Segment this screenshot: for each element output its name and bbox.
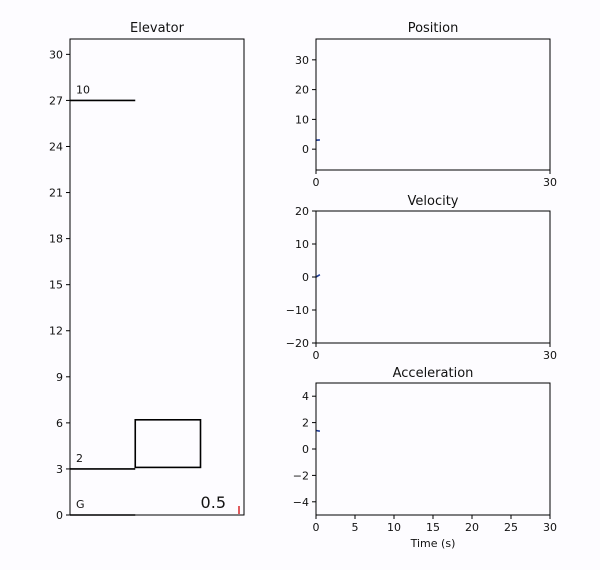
x-tick-label: 0 xyxy=(313,349,320,362)
elevator-title: Elevator xyxy=(130,21,185,36)
velocity-panel: Velocity 20 10 0 −10 −20 0 30 xyxy=(286,194,557,362)
x-tick-label: 0 xyxy=(313,521,320,534)
elevator-car xyxy=(134,418,202,469)
position-frame xyxy=(315,38,551,171)
elevator-y-ticks: 0 3 6 9 12 15 18 21 24 27 30 xyxy=(49,48,70,522)
y-tick-label: 27 xyxy=(49,94,63,107)
x-tick-label: 5 xyxy=(352,521,359,534)
x-tick-label: 10 xyxy=(387,521,401,534)
y-tick-label: 9 xyxy=(56,371,63,384)
velocity-x-ticks: 0 30 xyxy=(313,343,557,362)
velocity-title: Velocity xyxy=(408,194,459,209)
velocity-series-line xyxy=(315,274,321,278)
time-readout: 0.5 xyxy=(201,493,226,512)
y-tick-label: 30 xyxy=(295,54,309,67)
y-tick-label: 24 xyxy=(49,140,63,153)
y-tick-label: 30 xyxy=(49,48,63,61)
y-tick-label: 12 xyxy=(49,325,63,338)
y-tick-label: 10 xyxy=(295,113,309,126)
y-tick-label: 0 xyxy=(302,443,309,456)
x-tick-label: 25 xyxy=(504,521,518,534)
acceleration-title: Acceleration xyxy=(393,366,474,381)
position-x-ticks: 0 30 xyxy=(313,170,557,189)
y-tick-label: −20 xyxy=(286,337,309,350)
floor-lines: G 2 10 xyxy=(70,83,136,516)
acceleration-x-ticks: 0 5 10 15 20 25 30 xyxy=(313,515,557,534)
x-tick-label: 30 xyxy=(543,521,557,534)
acceleration-y-ticks: 4 2 0 −2 −4 xyxy=(293,390,316,509)
elevator-panel: Elevator 0 3 6 9 12 15 18 21 24 27 30 G 2 10 0.5 xyxy=(49,21,245,522)
position-title: Position xyxy=(408,21,459,36)
y-tick-label: 2 xyxy=(302,417,309,430)
y-tick-label: 0 xyxy=(56,509,63,522)
y-tick-label: 18 xyxy=(49,233,63,246)
y-tick-label: −4 xyxy=(293,496,309,509)
acceleration-panel: Acceleration 420−2−4 0 5 10 15 20 25 30 Time (… xyxy=(293,366,557,550)
y-tick-label: −2 xyxy=(293,469,309,482)
x-tick-label: 30 xyxy=(543,176,557,189)
y-tick-label: 0 xyxy=(302,143,309,156)
x-tick-label: 20 xyxy=(465,521,479,534)
x-tick-label: 0 xyxy=(313,176,320,189)
velocity-frame xyxy=(315,210,551,344)
y-tick-label: 3 xyxy=(56,463,63,476)
velocity-y-ticks: 20 10 0 −10 −20 xyxy=(286,205,316,350)
y-tick-label: 0 xyxy=(302,271,309,284)
y-tick-label: 4 xyxy=(302,390,309,403)
acceleration-frame xyxy=(315,382,551,516)
position-y-ticks: 0 10 20 30 xyxy=(295,54,316,156)
position-panel: Position 0 10 20 30 0 30 xyxy=(295,21,557,189)
floor-label: 2 xyxy=(76,452,83,465)
y-tick-label: 6 xyxy=(56,417,63,430)
y-tick-label: 21 xyxy=(49,187,63,200)
elevator-frame xyxy=(69,38,245,516)
y-tick-label: 20 xyxy=(295,205,309,218)
x-tick-label: 15 xyxy=(426,521,440,534)
y-tick-label: 20 xyxy=(295,84,309,97)
floor-label: 10 xyxy=(76,83,90,96)
y-tick-label: 10 xyxy=(295,238,309,251)
acceleration-series-line xyxy=(315,429,321,432)
acceleration-x-label: Time (s) xyxy=(410,537,456,550)
floor-label: G xyxy=(76,498,85,511)
y-tick-label: 15 xyxy=(49,279,63,292)
x-tick-label: 30 xyxy=(543,349,557,362)
y-tick-label: −10 xyxy=(286,304,309,317)
